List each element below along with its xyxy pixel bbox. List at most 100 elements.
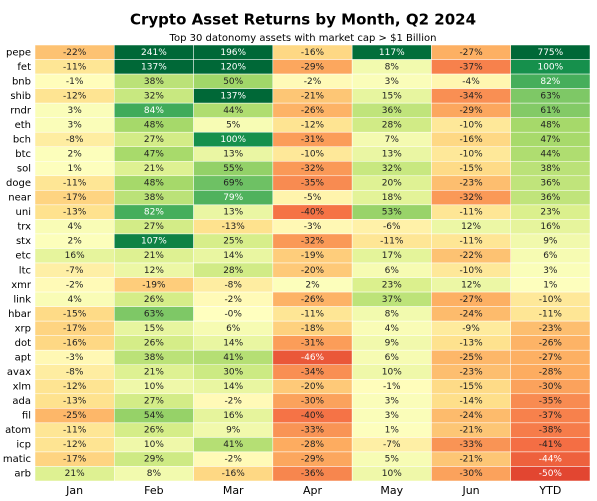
cell-label: -37%: [539, 411, 563, 421]
y-tick-label: apt: [15, 352, 31, 363]
cell-label: 47%: [144, 150, 164, 160]
cell-label: -33%: [459, 440, 483, 450]
y-tick-label: hbar: [8, 309, 32, 320]
cell-label: 117%: [379, 48, 405, 58]
cell-label: -12%: [301, 120, 325, 130]
cell-label: 23%: [382, 280, 402, 290]
cell-label: 4%: [385, 324, 400, 334]
cell-label: -8%: [66, 135, 84, 145]
cell-label: -23%: [459, 179, 483, 189]
x-tick-label: May: [380, 484, 403, 497]
cell-label: 8%: [385, 62, 400, 72]
y-tick-label: xlm: [13, 382, 31, 393]
cell-label: 18%: [382, 193, 402, 203]
cell-label: 10%: [382, 469, 402, 479]
cell-label: -11%: [301, 309, 325, 319]
cell-label: 21%: [144, 368, 164, 378]
cell-label: 50%: [223, 77, 243, 87]
cell-label: 48%: [540, 120, 560, 130]
cell-label: 79%: [223, 193, 243, 203]
cell-label: -30%: [459, 469, 483, 479]
cell-label: -32%: [301, 237, 325, 247]
y-tick-label: icp: [16, 440, 31, 451]
cell-label: -1%: [383, 382, 401, 392]
cell-label: -24%: [459, 309, 483, 319]
cell-label: 15%: [144, 324, 164, 334]
cell-label: 2%: [68, 150, 83, 160]
cell-label: 54%: [144, 411, 164, 421]
cell-label: -11%: [459, 237, 483, 247]
chart-title: Crypto Asset Returns by Month, Q2 2024: [130, 11, 476, 29]
cell-label: -18%: [301, 324, 325, 334]
cell-label: 21%: [65, 469, 85, 479]
cell-label: 13%: [382, 150, 402, 160]
cell-label: -4%: [462, 77, 480, 87]
cell-label: -23%: [539, 324, 563, 334]
cell-label: 44%: [540, 150, 560, 160]
cell-label: 8%: [147, 469, 162, 479]
cell-label: -16%: [459, 135, 483, 145]
cell-label: 38%: [144, 193, 164, 203]
cell-label: -2%: [224, 455, 242, 465]
cell-label: -22%: [459, 251, 483, 261]
cell-label: -46%: [301, 353, 325, 363]
cell-label: -21%: [459, 455, 483, 465]
cell-label: -10%: [301, 150, 325, 160]
cell-label: -11%: [63, 179, 87, 189]
cell-label: -11%: [63, 62, 87, 72]
cell-label: 14%: [223, 251, 243, 261]
cell-label: -12%: [63, 91, 87, 101]
cell-label: 32%: [382, 164, 402, 174]
cell-label: 13%: [223, 150, 243, 160]
cell-label: -14%: [459, 397, 483, 407]
cell-label: 12%: [144, 266, 164, 276]
cell-label: -10%: [459, 120, 483, 130]
cell-label: 1%: [68, 164, 83, 174]
cell-label: -2%: [304, 77, 322, 87]
cell-label: 3%: [68, 120, 83, 130]
cell-label: 38%: [144, 353, 164, 363]
cell-label: 14%: [223, 382, 243, 392]
cell-label: -28%: [539, 368, 563, 378]
cell-label: -27%: [459, 295, 483, 305]
cell-label: 82%: [540, 77, 560, 87]
cell-label: -1%: [66, 77, 84, 87]
cell-label: 10%: [382, 368, 402, 378]
cell-label: 36%: [540, 193, 560, 203]
cell-label: 47%: [540, 135, 560, 145]
cell-label: 26%: [144, 426, 164, 436]
cell-label: 69%: [223, 179, 243, 189]
cell-label: -26%: [301, 106, 325, 116]
cell-label: -11%: [459, 208, 483, 218]
cell-label: 137%: [220, 91, 246, 101]
cell-label: -17%: [63, 324, 87, 334]
cell-label: -5%: [304, 193, 322, 203]
cell-label: -11%: [380, 237, 404, 247]
chart-subtitle: Top 30 datonomy assets with market cap >…: [169, 33, 437, 44]
y-tick-label: btc: [15, 149, 31, 160]
cell-label: -17%: [63, 455, 87, 465]
cell-label: -3%: [66, 353, 84, 363]
y-tick-label: matic: [3, 454, 31, 465]
x-tick-label: Jun: [461, 484, 479, 497]
y-tick-label: sol: [17, 164, 31, 175]
cell-label: -16%: [222, 469, 246, 479]
y-tick-label: ltc: [19, 265, 31, 276]
cell-label: 63%: [144, 309, 164, 319]
cell-label: -15%: [459, 382, 483, 392]
cell-label: -40%: [301, 208, 325, 218]
cell-label: -12%: [63, 440, 87, 450]
y-tick-label: link: [13, 294, 31, 305]
cell-label: -20%: [301, 382, 325, 392]
cell-label: -50%: [539, 469, 563, 479]
cell-label: 38%: [540, 164, 560, 174]
cell-label: 20%: [382, 179, 402, 189]
cell-label: 4%: [68, 222, 83, 232]
y-tick-label: bnb: [12, 76, 31, 87]
cell-label: -10%: [459, 150, 483, 160]
cell-label: 41%: [223, 440, 243, 450]
x-tick-label: Feb: [144, 484, 163, 497]
cell-label: 3%: [68, 106, 83, 116]
cell-label: -30%: [301, 397, 325, 407]
cell-label: -37%: [459, 62, 483, 72]
